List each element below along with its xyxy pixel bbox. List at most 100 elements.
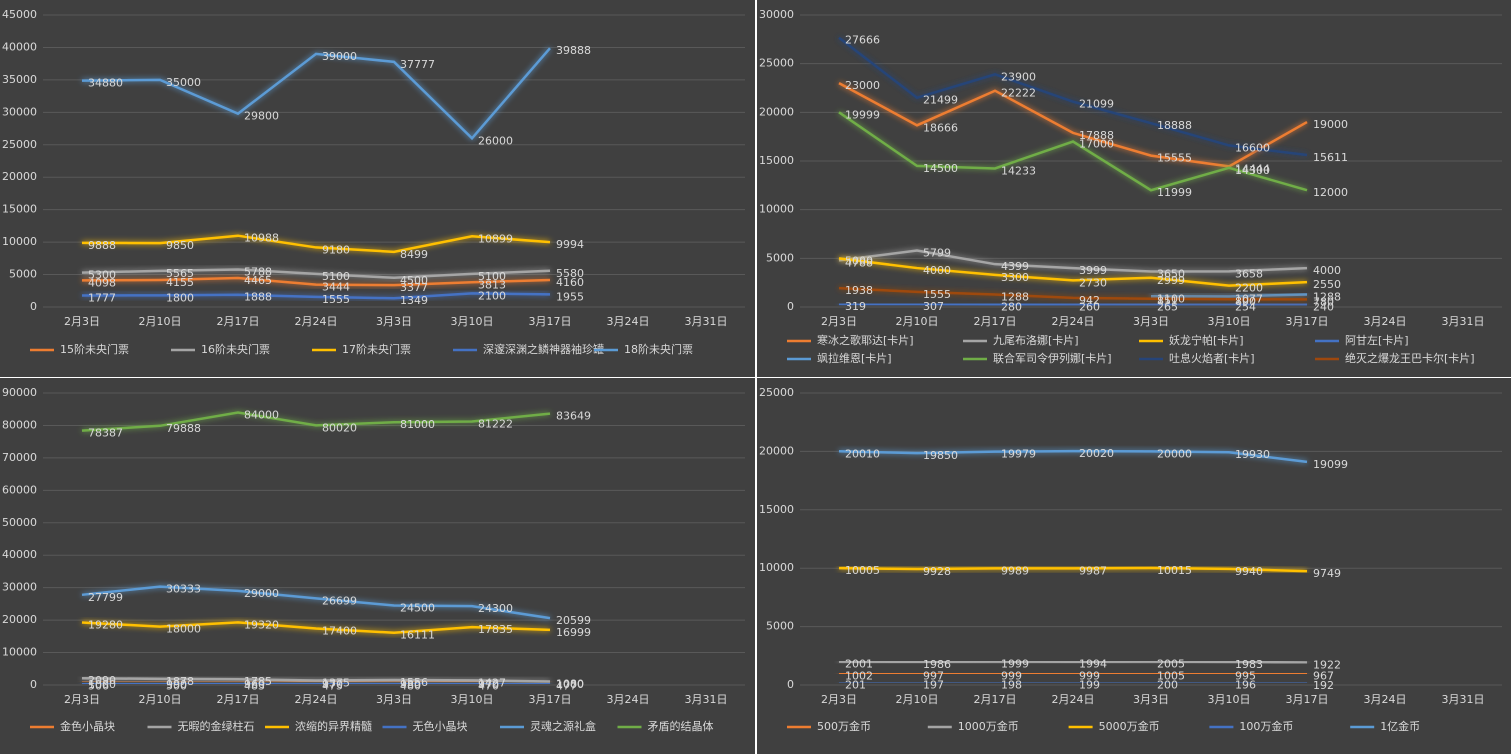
x-tick-label: 3月24日 — [1364, 693, 1407, 706]
data-label: 14500 — [923, 162, 958, 175]
y-tick-label: 15000 — [2, 203, 37, 216]
data-label: 1080 — [556, 677, 584, 690]
legend-label: 无暇的金绿柱石 — [178, 719, 255, 733]
data-label: 3300 — [1001, 271, 1029, 284]
data-label: 198 — [1001, 679, 1022, 692]
data-label: 200 — [1157, 679, 1178, 692]
x-tick-label: 3月10日 — [451, 693, 494, 706]
data-label: 3658 — [1235, 267, 1263, 280]
data-label: 9987 — [1079, 564, 1107, 577]
legend-label: 联合军司令伊列娜[卡片] — [993, 351, 1112, 365]
data-label: 2001 — [845, 658, 873, 671]
legend-label: 吐息火焰者[卡片] — [1169, 351, 1255, 365]
data-label: 19099 — [1313, 458, 1348, 471]
y-tick-label: 40000 — [2, 548, 37, 561]
data-label: 1555 — [322, 293, 350, 306]
legend-label: 九尾布洛娜[卡片] — [993, 333, 1079, 347]
data-label: 5788 — [244, 265, 272, 278]
data-label: 27799 — [88, 591, 123, 604]
data-label: 21499 — [923, 94, 958, 107]
x-tick-label: 2月3日 — [64, 315, 100, 328]
y-tick-label: 10000 — [2, 646, 37, 659]
data-label: 2730 — [1079, 276, 1107, 289]
y-tick-label: 20000 — [2, 613, 37, 626]
data-label: 37777 — [400, 58, 435, 71]
y-tick-label: 0 — [787, 678, 794, 691]
data-label: 240 — [1313, 301, 1334, 314]
x-tick-label: 2月17日 — [217, 693, 260, 706]
data-label: 10988 — [244, 232, 279, 245]
y-tick-label: 20000 — [759, 105, 794, 118]
data-label: 1556 — [400, 676, 428, 689]
y-tick-label: 10000 — [759, 203, 794, 216]
y-tick-label: 20000 — [2, 170, 37, 183]
data-label: 5000 — [845, 254, 873, 267]
series-line — [81, 276, 551, 287]
data-label: 15611 — [1313, 151, 1348, 164]
data-label: 17888 — [1079, 129, 1114, 142]
series-line — [81, 268, 551, 280]
data-label: 3813 — [478, 278, 506, 291]
data-label: 5100 — [322, 270, 350, 283]
data-label: 29800 — [244, 110, 279, 123]
legend-label: 深邃深渊之鳞神器袖珍罐 — [483, 342, 604, 356]
data-label: 26699 — [322, 594, 357, 607]
panel-background — [757, 378, 1511, 754]
data-label: 4465 — [244, 274, 272, 287]
y-tick-label: 15000 — [759, 154, 794, 167]
y-tick-label: 60000 — [2, 483, 37, 496]
data-label: 19930 — [1235, 448, 1270, 461]
data-label: 196 — [1235, 679, 1256, 692]
data-label: 967 — [1313, 670, 1334, 683]
x-tick-label: 3月10日 — [1208, 315, 1251, 328]
data-label: 12000 — [1313, 186, 1348, 199]
legend-label: 矛盾的结晶体 — [648, 719, 714, 733]
y-tick-label: 30000 — [2, 105, 37, 118]
x-tick-label: 2月24日 — [295, 315, 338, 328]
x-tick-label: 2月10日 — [896, 693, 939, 706]
data-label: 2090 — [88, 674, 116, 687]
x-tick-label: 2月10日 — [896, 315, 939, 328]
x-tick-label: 2月17日 — [217, 315, 260, 328]
y-tick-label: 25000 — [2, 138, 37, 151]
data-label: 10015 — [1157, 564, 1192, 577]
y-tick-label: 0 — [30, 678, 37, 691]
data-label: 83649 — [556, 410, 591, 423]
data-label: 14300 — [1235, 164, 1270, 177]
data-label: 9180 — [322, 243, 350, 256]
data-label: 2005 — [1157, 658, 1185, 671]
x-tick-label: 3月31日 — [685, 315, 728, 328]
x-tick-label: 3月17日 — [529, 693, 572, 706]
data-label: 997 — [923, 669, 944, 682]
series-line — [838, 36, 1308, 157]
data-label: 1878 — [166, 675, 194, 688]
legend-label: 1亿金币 — [1380, 719, 1420, 733]
legend-label: 17阶未央门票 — [342, 342, 411, 356]
data-label: 199 — [1079, 679, 1100, 692]
data-label: 4788 — [845, 256, 873, 269]
data-label: 21099 — [1079, 98, 1114, 111]
series-line — [81, 411, 551, 432]
legend-label: 灵魂之源礼盒 — [530, 719, 596, 733]
series-line — [838, 660, 1308, 664]
data-label: 27666 — [845, 34, 880, 47]
legend-label: 浓缩的异界精髓 — [295, 719, 372, 733]
data-label: 254 — [1235, 301, 1256, 314]
legend-label: 阿甘左[卡片] — [1345, 334, 1409, 347]
data-label: 14233 — [1001, 164, 1036, 177]
data-label: 79888 — [166, 422, 201, 435]
data-label: 24500 — [400, 602, 435, 615]
y-tick-label: 50000 — [2, 516, 37, 529]
data-label: 34880 — [88, 77, 123, 90]
data-label: 970 — [322, 678, 343, 691]
chart-panel: 0 5000 10000 15000 20000 25000 30000 2月3日 2月10日 2… — [757, 0, 1511, 377]
data-label: 3999 — [1079, 264, 1107, 277]
y-tick-label: 30000 — [2, 581, 37, 594]
x-tick-label: 3月31日 — [685, 693, 728, 706]
data-label: 39888 — [556, 44, 591, 57]
series-line — [1150, 293, 1308, 298]
data-label: 20000 — [1157, 447, 1192, 460]
data-label: 18888 — [1157, 119, 1192, 132]
